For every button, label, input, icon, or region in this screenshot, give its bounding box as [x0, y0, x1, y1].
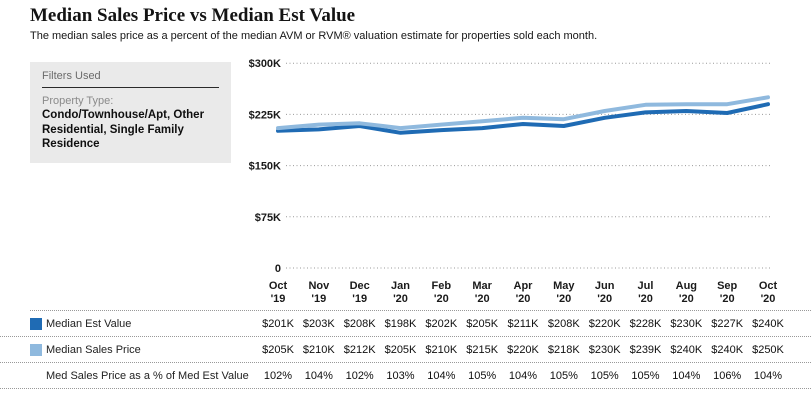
table-cell: 104%	[427, 369, 456, 382]
series-line-median-est-value	[276, 102, 770, 135]
table-cell: 104%	[753, 369, 783, 382]
table-cell: $230K	[588, 343, 621, 356]
data-table: Median Est Value $201K $203K $208K $198K $20…	[0, 310, 811, 389]
table-cell: $215K	[466, 343, 499, 356]
y-axis-tick-label: $75K	[255, 212, 281, 224]
table-cell: $210K	[425, 343, 458, 356]
table-cell: 105%	[590, 369, 619, 382]
x-axis-year-label: '19	[311, 293, 326, 305]
table-cell: $227K	[711, 317, 744, 330]
x-axis-year-label: '20	[761, 293, 776, 305]
x-axis-year-label: '20	[516, 293, 531, 305]
table-cell: $205K	[466, 317, 499, 330]
table-cell: 102%	[345, 369, 374, 382]
x-axis-year-label: '20	[393, 293, 408, 305]
table-cell: 104%	[672, 369, 701, 382]
table-cell: $240K	[711, 343, 744, 356]
x-axis-year-label: '19	[352, 293, 367, 305]
x-axis-month-label: Aug	[676, 280, 697, 292]
y-axis-tick-label: 0	[275, 263, 281, 275]
x-axis-month-label: Oct	[269, 280, 288, 292]
table-cell: $240K	[752, 317, 784, 330]
table-row-median-sales-price: Median Sales Price $205K $210K $212K $205K $…	[0, 337, 811, 363]
x-axis-month-label: Jun	[595, 280, 615, 292]
y-axis-tick-label: $150K	[249, 161, 281, 173]
x-axis-month-label: Dec	[350, 280, 370, 292]
table-cell: 105%	[468, 369, 497, 382]
page-title: Median Sales Price vs Median Est Value	[30, 5, 356, 26]
filters-title: Filters Used	[42, 70, 219, 88]
x-axis-month-label: Jul	[638, 280, 654, 292]
table-cell: $220K	[507, 343, 539, 356]
table-cell: 105%	[631, 369, 660, 382]
median-sales-price-swatch-icon	[30, 344, 42, 356]
table-cell: $198K	[384, 317, 417, 330]
page-subtitle: The median sales price as a percent of t…	[30, 30, 598, 42]
table-cell: $228K	[629, 317, 662, 330]
table-cell: 104%	[304, 369, 333, 382]
y-axis-tick-label: $225K	[249, 109, 281, 121]
filters-property-type-label: Property Type:	[42, 95, 114, 107]
line-chart: $300K$225K$150K$75K0Oct'19Nov'19Dec'19Ja…	[249, 58, 778, 305]
table-cell: $230K	[670, 317, 703, 330]
x-axis-month-label: Mar	[472, 280, 492, 292]
x-axis-year-label: '20	[597, 293, 612, 305]
median-est-value-swatch-icon	[30, 318, 42, 330]
table-cell: $205K	[384, 343, 417, 356]
table-cell: 102%	[263, 369, 293, 382]
x-axis-month-label: Apr	[514, 280, 534, 292]
series-line-median-sales-price	[276, 95, 770, 131]
table-cell: $220K	[588, 317, 621, 330]
x-axis-year-label: '20	[720, 293, 735, 305]
table-row-median-est-value: Median Est Value $201K $203K $208K $198K $20…	[0, 311, 811, 337]
x-axis-month-label: Sep	[717, 280, 737, 292]
table-cell: $205K	[262, 343, 294, 356]
x-axis-year-label: '19	[271, 293, 286, 305]
table-cell: $212K	[343, 343, 376, 356]
x-axis-month-label: Oct	[759, 280, 778, 292]
table-cell: $210K	[302, 343, 335, 356]
table-cell: 105%	[549, 369, 578, 382]
table-cell: $250K	[752, 343, 784, 356]
table-cell: 104%	[508, 369, 538, 382]
table-cell: $211K	[507, 317, 539, 330]
x-axis-month-label: Nov	[308, 280, 330, 292]
filters-property-type-value: Condo/Townhouse/Apt, Other Residential, …	[42, 109, 205, 151]
table-cell: $202K	[425, 317, 458, 330]
table-row-sales-price-percent: Med Sales Price as a % of Med Est Value …	[0, 363, 811, 389]
x-axis-year-label: '20	[475, 293, 490, 305]
table-cell: $240K	[670, 343, 703, 356]
x-axis-year-label: '20	[434, 293, 449, 305]
table-cell: 106%	[713, 369, 742, 382]
row-label: Median Sales Price	[46, 343, 141, 356]
table-cell: 103%	[386, 369, 415, 382]
y-axis-tick-label: $300K	[249, 58, 281, 70]
row-label: Median Est Value	[46, 317, 132, 330]
x-axis-year-label: '20	[679, 293, 694, 305]
table-cell: $208K	[547, 317, 580, 330]
x-axis-year-label: '20	[638, 293, 653, 305]
table-cell: $218K	[547, 343, 580, 356]
x-axis-month-label: Jan	[391, 280, 410, 292]
table-cell: $203K	[302, 317, 335, 330]
filters-panel: Filters Used Property Type: Condo/Townho…	[30, 62, 231, 164]
x-axis-year-label: '20	[556, 293, 571, 305]
table-cell: $208K	[343, 317, 376, 330]
x-axis-month-label: Feb	[432, 280, 452, 292]
table-cell: $239K	[629, 343, 662, 356]
x-axis-month-label: May	[553, 280, 575, 292]
row-label: Med Sales Price as a % of Med Est Value	[46, 369, 249, 382]
table-cell: $201K	[262, 317, 294, 330]
